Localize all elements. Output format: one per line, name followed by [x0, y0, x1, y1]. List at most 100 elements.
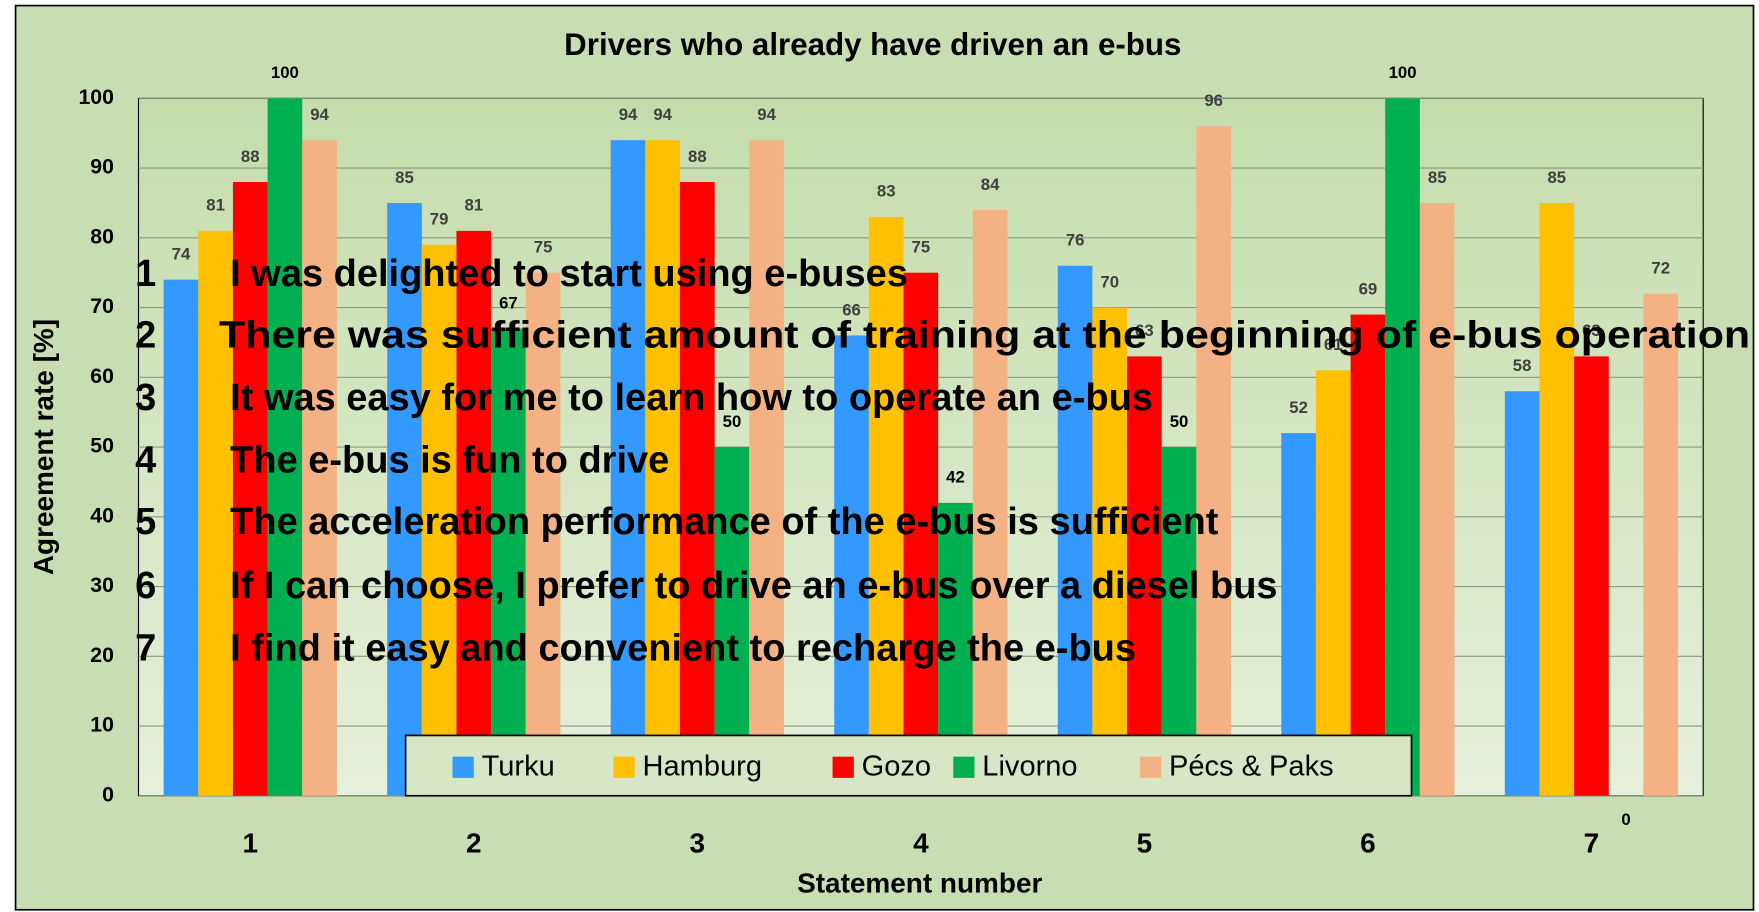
x-tick-label: 2	[466, 827, 482, 858]
x-tick-label: 6	[1360, 827, 1376, 858]
bar	[1385, 98, 1420, 796]
y-tick-label: 20	[90, 644, 114, 667]
value-label: 0	[1621, 810, 1630, 829]
value-label: 88	[688, 147, 707, 166]
y-tick-label: 50	[90, 435, 114, 458]
bar	[834, 335, 869, 796]
value-label: 100	[1389, 63, 1417, 82]
value-label: 67	[499, 293, 518, 312]
bar	[1092, 307, 1128, 796]
value-label: 100	[271, 63, 299, 82]
bar	[456, 230, 492, 796]
statement-number: 1	[135, 253, 156, 295]
statement-number: 3	[135, 377, 156, 419]
statement-number: 2	[135, 315, 156, 357]
legend-swatch	[832, 756, 854, 778]
value-label: 72	[1651, 258, 1670, 277]
y-tick-label: 80	[90, 225, 114, 248]
x-axis-label: Statement number	[797, 868, 1042, 899]
legend-label: Livorno	[982, 750, 1077, 782]
value-label: 58	[1513, 356, 1532, 375]
value-label: 50	[723, 412, 742, 431]
bar	[749, 140, 784, 796]
value-label: 94	[757, 105, 776, 124]
y-axis-label: Agreement rate [%]	[28, 319, 59, 575]
bar	[1643, 293, 1679, 796]
y-tick-label: 0	[102, 783, 114, 806]
bar	[302, 140, 337, 796]
bar	[972, 209, 1008, 796]
value-label: 76	[1066, 231, 1085, 250]
bar	[645, 140, 680, 796]
statement-number: 6	[135, 565, 156, 607]
x-tick-label: 1	[242, 827, 258, 858]
y-tick-label: 60	[90, 365, 114, 388]
bar	[267, 98, 303, 796]
value-label: 70	[1100, 272, 1119, 291]
legend-label: Gozo	[862, 750, 931, 782]
value-label: 74	[172, 245, 191, 264]
y-tick-label: 90	[90, 156, 114, 179]
bar	[525, 272, 561, 796]
bar	[680, 182, 715, 796]
value-label: 50	[1170, 412, 1189, 431]
value-label: 63	[1135, 321, 1154, 340]
legend-box	[404, 734, 1413, 797]
bar	[1196, 126, 1231, 796]
value-label: 75	[912, 238, 931, 257]
x-tick-label: 4	[913, 827, 929, 858]
statement-number: 5	[135, 501, 156, 543]
bar	[903, 272, 939, 796]
y-tick-label: 30	[90, 574, 114, 597]
chart-title: Drivers who already have driven an e-bus	[564, 27, 1181, 62]
legend-swatch	[953, 756, 975, 778]
bar	[1350, 314, 1386, 796]
bar	[421, 244, 457, 796]
bar	[491, 328, 526, 796]
bar	[163, 279, 199, 796]
legend-swatch	[452, 756, 474, 778]
bar	[1057, 265, 1093, 796]
x-tick-label: 7	[1584, 827, 1600, 858]
value-label: 94	[619, 105, 638, 124]
statement-text: The e-bus is fun to drive	[230, 440, 669, 482]
y-tick-label: 70	[90, 295, 114, 318]
value-label: 52	[1289, 398, 1308, 417]
value-label: 66	[842, 300, 861, 319]
statement-text: I find it easy and convenient to recharg…	[230, 628, 1136, 670]
bar	[610, 140, 646, 796]
value-label: 96	[1204, 91, 1223, 110]
value-label: 42	[946, 468, 965, 487]
legend-swatch	[613, 756, 635, 778]
value-label: 81	[464, 196, 483, 215]
bar	[1539, 202, 1575, 796]
value-label: 79	[430, 210, 449, 229]
legend-label: Turku	[482, 750, 555, 782]
legend-swatch	[1139, 756, 1162, 778]
statement-number: 4	[135, 440, 156, 482]
y-tick-label: 100	[79, 86, 114, 109]
value-label: 85	[395, 168, 414, 187]
statement-text: There was sufficient amount of training …	[219, 315, 1750, 357]
bar	[1504, 391, 1540, 796]
value-label: 94	[653, 105, 672, 124]
value-label: 84	[981, 175, 1000, 194]
value-label: 83	[877, 182, 896, 201]
value-label: 75	[534, 238, 553, 257]
statement-number: 7	[135, 628, 156, 670]
bar	[1127, 356, 1162, 796]
bar	[1315, 370, 1351, 796]
statement-text: I was delighted to start using e-buses	[230, 253, 908, 295]
value-label: 88	[241, 147, 260, 166]
statement-text: It was easy for me to learn how to opera…	[230, 377, 1153, 419]
legend-label: Pécs & Paks	[1169, 750, 1334, 782]
y-tick-label: 10	[90, 714, 114, 737]
bar	[387, 202, 422, 796]
bar	[1419, 202, 1455, 796]
value-label: 61	[1324, 335, 1343, 354]
value-label: 94	[310, 105, 329, 124]
y-tick-label: 40	[90, 504, 114, 527]
bar	[1574, 356, 1609, 796]
bar	[232, 182, 268, 796]
